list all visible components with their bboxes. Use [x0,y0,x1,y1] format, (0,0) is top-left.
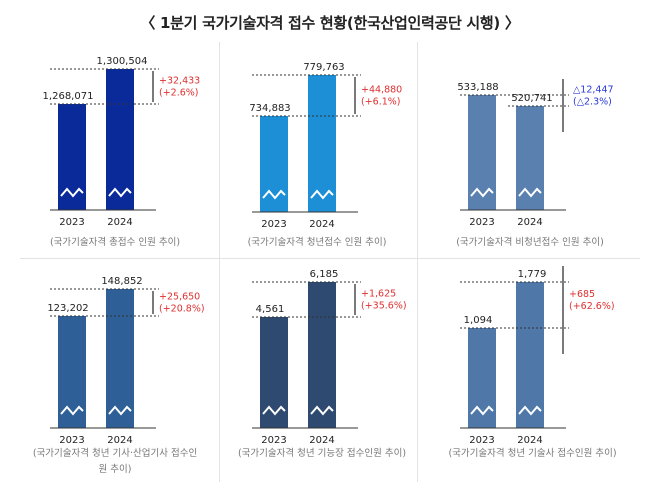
category-label: 2024 [517,217,542,228]
chart-caption: (국가기술자격 청년 기사·산업기사 접수인원 추이) [32,448,198,475]
category-label: 2024 [107,435,132,446]
category-label: 2023 [469,217,494,228]
chart-svg: 734,883 2023 779,763 2024 +44,880(+6.1%) [249,62,402,230]
value-label: 4,561 [256,304,285,315]
axis-break-icon [108,405,132,416]
value-label: 6,185 [310,269,339,280]
category-label: 2024 [309,219,334,230]
page-title: 〈 1분기 국가기술자격 접수 현황(한국산업인력공단 시행) 〉 [140,14,520,32]
chart-youth-engineer: 123,202 2023 148,852 2024 +25,650 (+20.8%) [20,258,220,498]
category-label: 2024 [517,435,542,446]
axis-break-icon [60,187,84,198]
category-label: 2023 [261,435,286,446]
difference-percent: (+62.6%) [569,301,615,312]
value-label: 1,094 [464,315,493,326]
difference-value: +25,650 [159,292,200,303]
category-label: 2024 [309,435,334,446]
difference-value: △12,447 [573,85,614,96]
difference-percent: (+6.1%) [361,97,401,108]
difference-value: +32,433 [159,76,200,87]
value-label: 533,188 [457,82,498,93]
category-label: 2023 [59,435,84,446]
divider-v2 [417,42,418,482]
value-label: 734,883 [249,103,290,114]
category-label: 2023 [469,435,494,446]
bar-2024 [308,282,336,428]
difference-percent: (△2.3%) [573,97,612,108]
value-label: 1,300,504 [97,56,148,67]
difference-value: +44,880 [361,85,402,96]
chart-svg: 533,188 2023 520,741 2024 △12,447(△2.3%) [457,79,614,228]
value-label: 123,202 [47,303,88,314]
axis-break-icon [470,187,494,198]
difference-percent: (+2.6%) [159,88,199,99]
bar-2024 [308,75,336,212]
axis-break-icon [262,405,286,416]
axis-break-icon [518,405,542,416]
chart-caption: (국가기술자격 청년접수 인원 추이) [247,237,387,248]
bar-2024 [106,289,134,428]
chart-youth-professional-engineer: 1,094 2023 1,779 2024 +685 (+62.6%) [420,258,620,498]
chart-svg: 4,561 2023 6,185 2024 +1,625(+35.6%) [252,269,407,446]
axis-break-icon [60,405,84,416]
category-label: 2023 [261,219,286,230]
chart-svg: 1,094 2023 1,779 2024 +685(+62.6%) [460,266,615,446]
chart-total-applicants: 1,268,071 2023 1,300,504 2024 +32,433 (+2.6%) [20,40,220,280]
axis-break-icon [108,187,132,198]
chart-svg: 1,268,071 2023 1,300,504 2024 +32,433(+2.6%) [43,56,201,228]
value-label: 1,268,071 [43,91,94,102]
chart-youth-applicants: 734,883 2023 779,763 2024 +44,880 (+6.1%) [222,40,422,280]
axis-break-icon [470,405,494,416]
chart-caption: (국가기술자격 총접수 인원 추이) [49,237,181,248]
value-label: 148,852 [101,276,142,287]
category-label: 2024 [107,217,132,228]
value-label: 1,779 [518,269,547,280]
chart-svg: 123,202 2023 148,852 2024 +25,650(+20.8%) [47,276,205,446]
category-label: 2023 [59,217,84,228]
axis-break-icon [262,189,286,200]
chart-non-youth-applicants: 533,188 2023 520,741 2024 △12,447 (△2.3%) [420,40,620,280]
difference-percent: (+35.6%) [361,301,407,312]
difference-percent: (+20.8%) [159,304,205,315]
axis-break-icon [310,189,334,200]
divider-v1 [219,42,220,482]
chart-caption: (국가기술자격 청년 기능장 접수인원 추이) [237,448,407,459]
axis-break-icon [310,405,334,416]
divider-h [20,258,640,259]
chart-caption: (국가기술자격 비청년접수 인원 추이) [456,237,604,248]
chart-youth-master-craftsman: 4,561 2023 6,185 2024 +1,625 (+35.6%) [222,258,422,498]
difference-value: +1,625 [361,289,396,300]
value-label: 779,763 [303,62,344,73]
bar-2024 [106,69,134,210]
difference-value: +685 [569,289,595,300]
chart-caption: (국가기술자격 청년 기술사 접수인원 추이) [448,448,617,459]
value-label: 520,741 [511,93,552,104]
axis-break-icon [518,187,542,198]
bar-2024 [516,282,544,428]
